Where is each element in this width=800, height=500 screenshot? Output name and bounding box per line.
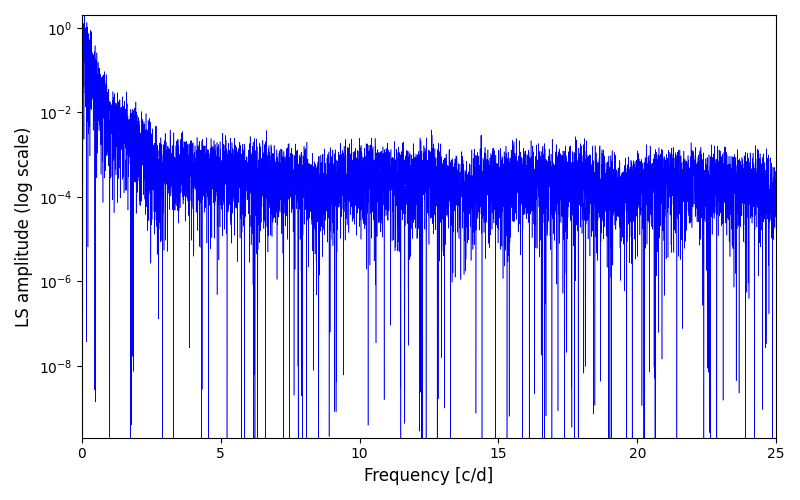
Y-axis label: LS amplitude (log scale): LS amplitude (log scale) <box>15 126 33 326</box>
X-axis label: Frequency [c/d]: Frequency [c/d] <box>364 467 494 485</box>
